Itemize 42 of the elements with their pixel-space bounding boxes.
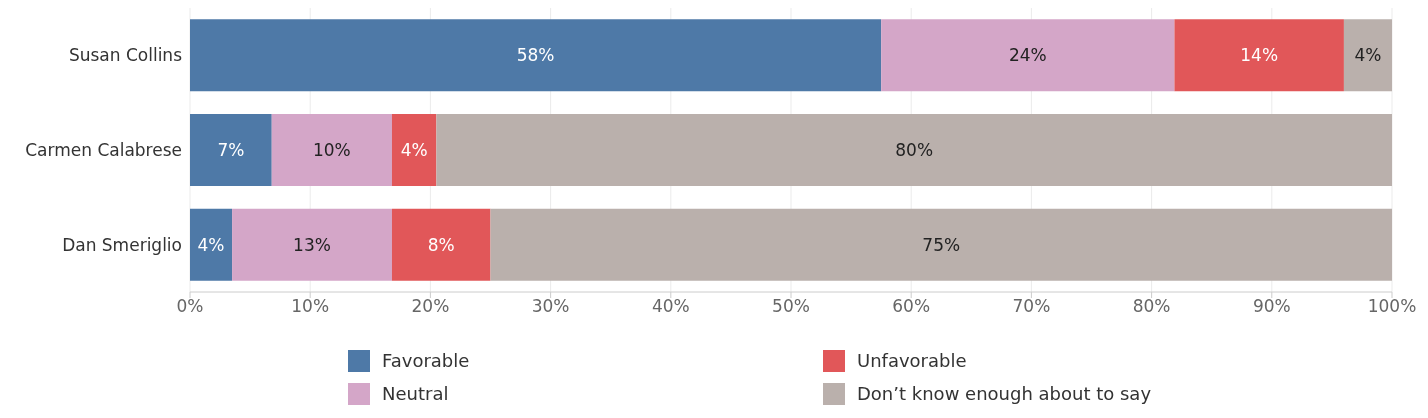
bar (1343, 19, 1392, 92)
bar (190, 19, 882, 92)
data-label: 24% (1008, 45, 1047, 66)
data-label: 7% (217, 140, 245, 161)
bar (1174, 19, 1344, 92)
data-label: 4% (1354, 45, 1382, 66)
bar (436, 114, 1392, 187)
bar (190, 208, 233, 281)
data-label: 58% (516, 45, 555, 66)
bar (271, 114, 392, 187)
legend-label: Favorable (382, 350, 470, 371)
legend-label: Neutral (382, 383, 449, 404)
x-tick-label: 70% (1012, 296, 1051, 317)
data-label: 13% (293, 234, 331, 255)
bar (391, 114, 437, 187)
x-tick-label: 100% (1367, 296, 1417, 317)
x-tick-label: 30% (531, 296, 570, 317)
data-label: 8% (427, 234, 455, 255)
x-tick-label: 20% (411, 296, 450, 317)
bar (190, 114, 272, 187)
y-tick-label: Carmen Calabrese (25, 140, 182, 161)
y-tick-label: Dan Smeriglio (62, 234, 182, 255)
x-tick-label: 50% (772, 296, 810, 317)
x-tick-label: 60% (892, 296, 931, 317)
x-tick-label: 10% (291, 296, 330, 317)
legend-label: Unfavorable (857, 350, 967, 371)
data-label: 75% (922, 234, 961, 255)
bar (232, 208, 392, 281)
x-tick-label: 90% (1252, 296, 1291, 317)
data-label: 4% (197, 234, 225, 255)
x-tick-label: 40% (651, 296, 690, 317)
data-label: 80% (895, 140, 934, 161)
x-tick-label: 80% (1132, 296, 1171, 317)
bar (490, 208, 1392, 281)
x-tick-label: 0% (176, 296, 204, 317)
legend-label: Don’t know enough about to say (857, 383, 1152, 404)
data-label: 10% (312, 140, 351, 161)
bar (391, 208, 491, 281)
y-tick-label: Susan Collins (68, 45, 183, 66)
data-label: 4% (400, 140, 428, 161)
bar (881, 19, 1175, 92)
data-label: 14% (1240, 45, 1279, 66)
